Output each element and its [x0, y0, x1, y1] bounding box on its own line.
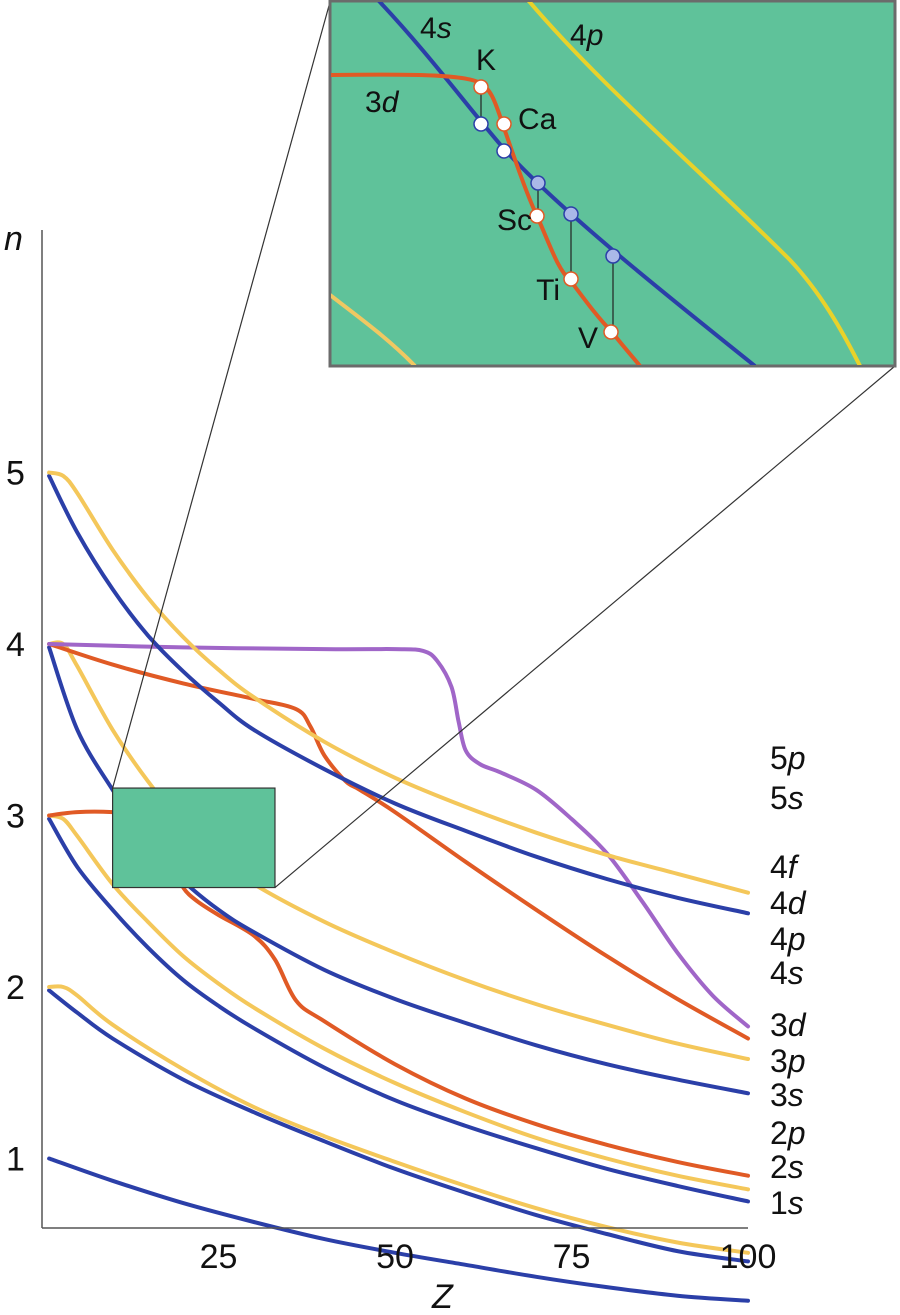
series-line-4f: [47, 642, 750, 1029]
inset-element-label-ti: Ti: [536, 274, 560, 307]
series-label-orbital: s: [788, 780, 804, 816]
inset-4s-marker: [496, 143, 512, 159]
series-label-orbital: s: [788, 1149, 804, 1185]
series-label-number: 4: [770, 921, 788, 957]
series-label-number: 3: [770, 1007, 788, 1043]
series-label-number: 3: [770, 1043, 788, 1079]
series-label-orbital: s: [788, 1077, 804, 1113]
inset-4s-marker: [563, 206, 579, 222]
inset-curve-label-orbital: s: [437, 12, 452, 45]
series-label-orbital: s: [788, 1185, 804, 1221]
series-label-number: 4: [770, 849, 788, 885]
series-label-number: 5: [770, 740, 788, 776]
zoom-box: [111, 1, 896, 889]
inset-curve-label-4p: 4p: [570, 19, 603, 52]
y-tick-label: 5: [6, 455, 25, 493]
series-label-number: 2: [770, 1149, 788, 1185]
series-line-1s: [47, 1156, 750, 1303]
inset-element-label-ca: Ca: [518, 103, 557, 136]
series-label-number: 1: [770, 1185, 788, 1221]
inset-curve-label-orbital: d: [382, 86, 400, 119]
x-axis-label: Z: [431, 1278, 454, 1315]
series-label-1s: 1s: [770, 1185, 804, 1221]
series-line-5p: [47, 470, 750, 895]
series-label-2s: 2s: [770, 1149, 804, 1185]
series-label-number: 4: [770, 885, 788, 921]
x-tick-label: 50: [376, 1238, 414, 1276]
series-label-number: 5: [770, 780, 788, 816]
inset-element-label-k: K: [476, 44, 496, 77]
inset-4s-marker: [473, 116, 489, 132]
axis-ticks: 25 50 75 100 1 2 3 4 5: [6, 455, 776, 1277]
inset-3d-marker: [529, 208, 545, 224]
inset-curve-label-orbital: p: [586, 19, 604, 52]
series-line-2p: [47, 984, 750, 1255]
inset-background: [328, 0, 897, 368]
series-line-5s: [47, 473, 750, 916]
series-label-orbital: d: [788, 1007, 807, 1043]
series-line-3s: [47, 816, 750, 1204]
series-label-3d: 3d: [770, 1007, 807, 1043]
series-label-4s: 4s: [770, 955, 804, 991]
series-label-orbital: p: [787, 1043, 806, 1079]
inset-element-label-v: V: [578, 322, 598, 355]
y-axis-label: n: [4, 220, 23, 258]
inset-3d-marker: [563, 271, 579, 287]
series-line-2s: [47, 988, 750, 1264]
x-tick-label: 25: [200, 1238, 238, 1276]
series-label-orbital: p: [787, 1115, 806, 1151]
series-label-3p: 3p: [770, 1043, 806, 1079]
series-label-orbital: p: [787, 921, 806, 957]
series-label-orbital: p: [787, 740, 806, 776]
inset-3d-marker: [473, 79, 489, 95]
series-label-5s: 5s: [770, 780, 804, 816]
series-line-4p: [47, 640, 750, 1061]
x-tick-label: 100: [720, 1238, 777, 1276]
zoom-connector-line: [274, 365, 896, 888]
series-label-orbital: s: [788, 955, 804, 991]
series-label-4p: 4p: [770, 921, 806, 957]
inset-curve-label-number: 4: [420, 12, 437, 45]
y-tick-label: 1: [6, 1141, 25, 1179]
series-label-number: 2: [770, 1115, 788, 1151]
inset-3d-marker: [496, 116, 512, 132]
series-label-2p: 2p: [770, 1115, 806, 1151]
zoom-region-rect: [111, 787, 276, 889]
x-tick-label: 75: [553, 1238, 591, 1276]
inset-4p-curve: [527, 2, 862, 365]
inset-curve-label-4s: 4s: [420, 12, 452, 45]
y-tick-label: 3: [6, 798, 25, 836]
series-label-orbital: f: [788, 849, 800, 885]
inset-curve-label-number: 3: [365, 86, 382, 119]
y-tick-label: 2: [6, 969, 25, 1007]
series-label-number: 4: [770, 955, 788, 991]
inset-p-curve-fragment: [331, 293, 417, 365]
series-line-3p: [47, 813, 750, 1192]
series-label-orbital: d: [788, 885, 807, 921]
series-label-3s: 3s: [770, 1077, 804, 1113]
y-tick-label: 4: [6, 626, 25, 664]
inset-curve-label-number: 4: [570, 19, 587, 52]
inset-curve-label-3d: 3d: [365, 86, 400, 119]
zoom-connector-line: [112, 1, 331, 789]
inset-3d-marker: [603, 324, 619, 340]
series-label-4f: 4f: [770, 849, 800, 885]
inset-element-label-sc: Sc: [497, 204, 532, 237]
series-label-5p: 5p: [770, 740, 806, 776]
series-label-4d: 4d: [770, 885, 807, 921]
series-label-number: 3: [770, 1077, 788, 1113]
inset-4s-marker: [530, 175, 546, 191]
inset-4s-marker: [605, 248, 621, 264]
